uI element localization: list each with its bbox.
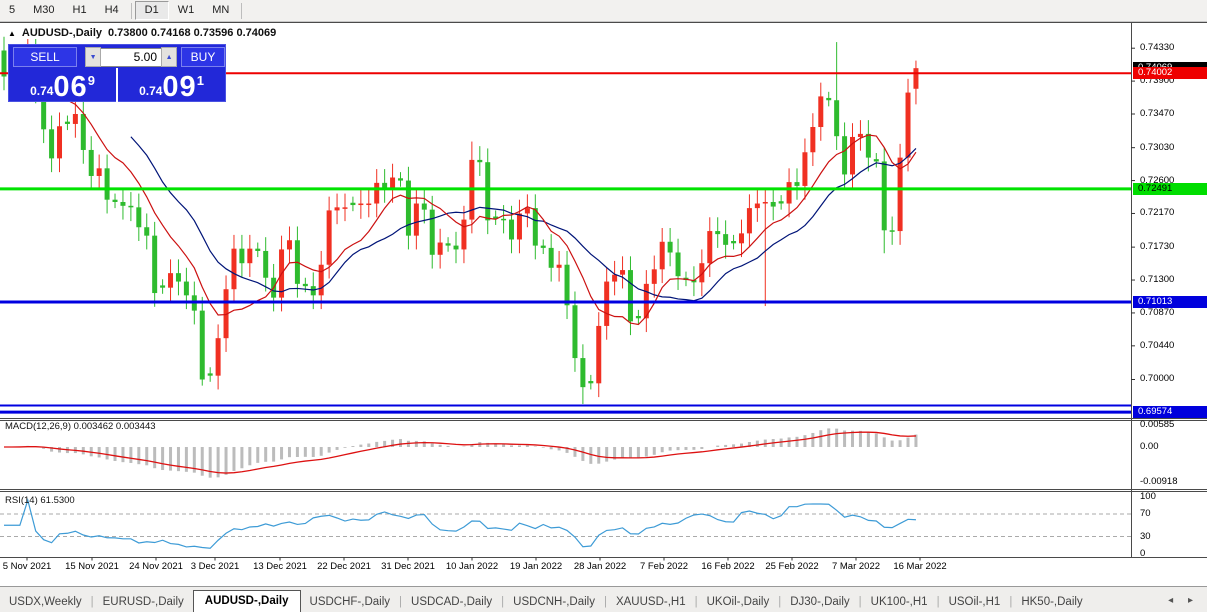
- tab-separator: |: [1009, 596, 1013, 608]
- price-axis-tick: 0.70000: [1140, 373, 1175, 385]
- tab-xauusd-h1[interactable]: XAUUSD-,H1: [615, 596, 686, 608]
- date-label: 3 Dec 2021: [190, 561, 240, 572]
- price-axis-tick: 0.70440: [1140, 339, 1175, 351]
- date-label: 22 Dec 2021: [317, 561, 371, 572]
- price-axis-tick: 0.73470: [1140, 108, 1175, 119]
- buy-price-display[interactable]: 0.74 09 1: [118, 68, 225, 102]
- date-label: 15 Nov 2021: [65, 561, 119, 572]
- date-label: 7 Feb 2022: [639, 561, 689, 572]
- tab-usdcad-daily[interactable]: USDCAD-,Daily: [411, 596, 493, 608]
- tab-audusd-daily[interactable]: AUDUSD-,Daily: [192, 590, 301, 612]
- price-axis-tick: 0.71300: [1140, 274, 1175, 286]
- sell-price-display[interactable]: 0.74 06 9: [9, 68, 118, 102]
- price-axis-tick: 0.70870: [1140, 306, 1175, 318]
- buy-price-big: 09: [162, 71, 197, 103]
- tab-eurusd-daily[interactable]: EURUSD-,Daily: [102, 596, 184, 608]
- tab-separator: |: [694, 596, 698, 608]
- tab-ukoil-daily[interactable]: UKOil-,Daily: [706, 596, 770, 608]
- tab-separator: |: [90, 596, 94, 608]
- sell-price-big: 06: [53, 71, 88, 103]
- tab-hk50-daily[interactable]: HK50-,Daily: [1021, 596, 1083, 608]
- toolbar-separator: [241, 2, 243, 19]
- symbol-tab-bar: USDX,Weekly | EURUSD-,Daily AUDUSD-,Daily US…: [0, 586, 1207, 612]
- collapse-panel-icon[interactable]: ▲: [8, 28, 16, 38]
- rsi-axis-tick: 0: [1140, 547, 1146, 559]
- price-axis-tick: 0.72170: [1140, 207, 1175, 219]
- volume-increase-icon[interactable]: ▲: [161, 47, 178, 67]
- lower-support-price: 0.69574: [1133, 406, 1207, 419]
- sell-button[interactable]: SELL: [13, 47, 78, 67]
- sell-price-prefix: 0.74: [30, 84, 54, 98]
- price-axis-tick: 0.74330: [1140, 42, 1175, 54]
- date-label: 31 Dec 2021: [381, 561, 435, 572]
- sell-price-pip: 9: [87, 73, 95, 88]
- tab-usdchf-daily[interactable]: USDCHF-,Daily: [309, 596, 391, 608]
- rsi-axis-tick: 30: [1140, 530, 1151, 542]
- date-label: 13 Dec 2021: [253, 561, 307, 572]
- buy-price-pip: 1: [196, 73, 204, 88]
- buy-price-prefix: 0.74: [139, 84, 163, 98]
- tab-usoil-h1[interactable]: USOil-,H1: [948, 596, 1001, 608]
- volume-input[interactable]: 5.00: [101, 47, 162, 67]
- date-label: 28 Jan 2022: [573, 561, 627, 572]
- macd-indicator-label: MACD(12,26,9) 0.003462 0.003443: [5, 421, 156, 432]
- tab-separator: |: [501, 596, 505, 608]
- tab-usdcnh-daily[interactable]: USDCNH-,Daily: [513, 596, 595, 608]
- tab-uk100-h1[interactable]: UK100-,H1: [870, 596, 928, 608]
- timeframe-toolbar: 5 M30 H1 H4 D1 W1 MN: [0, 0, 1207, 22]
- rsi-axis-tick: 70: [1140, 507, 1151, 519]
- timeframe-5-button[interactable]: 5: [9, 4, 16, 16]
- price-axis-tick: 0.73900: [1140, 75, 1175, 87]
- volume-decrease-icon[interactable]: ▼: [85, 47, 102, 67]
- blue-support-price: 0.71013: [1133, 295, 1207, 308]
- tab-usdx-weekly[interactable]: USDX,Weekly: [9, 596, 82, 608]
- buy-button[interactable]: BUY: [181, 47, 225, 67]
- one-click-trading-panel: SELL ▼ 5.00 ▲ BUY 0.74 06 9 0.74 09 1: [8, 44, 226, 102]
- timeframe-h1-button[interactable]: H1: [72, 4, 87, 16]
- chart-title: ▲ AUDUSD-,Daily 0.73800 0.74168 0.73596 …: [8, 27, 276, 39]
- date-label: 19 Jan 2022: [509, 561, 563, 572]
- timeframe-w1-button[interactable]: W1: [177, 4, 195, 16]
- rsi-indicator-label: RSI(14) 61.5300: [5, 495, 75, 506]
- tab-separator: |: [603, 596, 607, 608]
- date-label: 25 Feb 2022: [765, 561, 819, 572]
- timeframe-d1-button[interactable]: D1: [134, 1, 169, 20]
- tab-separator: |: [936, 596, 940, 608]
- macd-axis-tick: -0.00918: [1140, 475, 1178, 487]
- date-label: 24 Nov 2021: [129, 561, 183, 572]
- resistance-line-price: 0.74002: [1133, 67, 1207, 80]
- timeframe-mn-button[interactable]: MN: [212, 4, 230, 16]
- price-axis-tick: 0.71730: [1140, 241, 1175, 253]
- tab-scroll-arrows-icon[interactable]: ◂ ▸: [1168, 595, 1199, 606]
- macd-axis-tick: 0.00585: [1140, 419, 1175, 430]
- date-label: 5 Nov 2021: [2, 561, 52, 572]
- macd-axis-tick: 0.00: [1140, 441, 1159, 452]
- tab-separator: |: [778, 596, 782, 608]
- tab-dj30-daily[interactable]: DJ30-,Daily: [790, 596, 850, 608]
- timeframe-h4-button[interactable]: H4: [104, 4, 119, 16]
- green-support-price: 0.72491: [1133, 182, 1207, 195]
- price-axis-tick: 0.72600: [1140, 174, 1175, 186]
- chart-ohlc-values: 0.73800 0.74168 0.73596 0.74069: [108, 27, 277, 39]
- toolbar-separator: [130, 2, 132, 19]
- tab-separator: |: [858, 596, 862, 608]
- date-label: 16 Mar 2022: [893, 561, 947, 572]
- chart-symbol-period: AUDUSD-,Daily: [21, 27, 102, 39]
- tab-separator: |: [399, 596, 403, 608]
- date-label: 7 Mar 2022: [831, 561, 881, 572]
- rsi-axis-tick: 100: [1140, 491, 1156, 502]
- date-label: 10 Jan 2022: [445, 561, 499, 572]
- date-label: 16 Feb 2022: [701, 561, 755, 572]
- timeframe-m30-button[interactable]: M30: [33, 4, 55, 16]
- price-axis-tick: 0.73030: [1140, 141, 1175, 153]
- volume-stepper: ▼ 5.00 ▲: [85, 47, 178, 67]
